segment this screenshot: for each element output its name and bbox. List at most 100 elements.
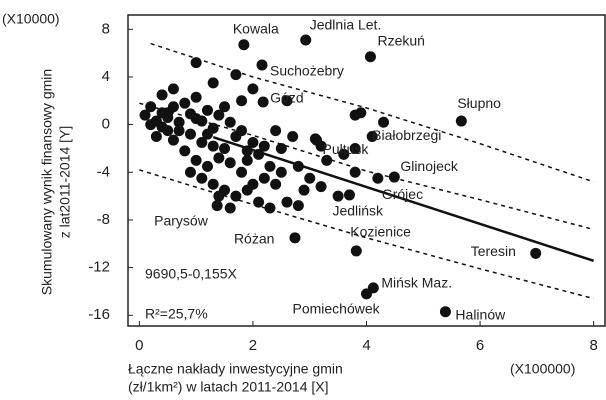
point	[298, 184, 310, 196]
labeled-point	[238, 39, 250, 51]
equation: 9690,5-0,155X	[145, 266, 238, 282]
point	[270, 125, 282, 137]
point-label: Suchożebry	[270, 63, 344, 79]
point	[150, 131, 162, 143]
point	[281, 95, 293, 107]
point	[253, 196, 265, 208]
regression-line	[212, 135, 595, 263]
point	[292, 200, 304, 212]
point-label: Słupno	[457, 95, 501, 111]
point-label: Gózd	[270, 90, 303, 106]
point	[190, 57, 202, 69]
x-unit: (X100000)	[510, 361, 575, 377]
point	[190, 91, 202, 103]
point	[156, 107, 168, 119]
point	[321, 154, 333, 166]
point	[247, 178, 259, 190]
labeled-point	[455, 115, 467, 127]
point	[196, 172, 208, 184]
point	[253, 148, 265, 160]
band-line	[150, 42, 594, 183]
point	[258, 140, 270, 152]
x-tick-label: 0	[135, 337, 143, 354]
point	[196, 115, 208, 127]
point	[202, 160, 213, 172]
point	[304, 172, 316, 184]
labeled-point	[256, 59, 268, 71]
point	[167, 101, 179, 113]
point	[179, 145, 191, 157]
r-squared: R²=25,7%	[145, 306, 208, 322]
point	[338, 148, 350, 160]
band-line	[139, 169, 594, 300]
point	[213, 152, 225, 164]
x-axis-label: (zł/1km²) w latach 2011-2014 [X]	[128, 379, 329, 395]
labeled-point	[439, 306, 451, 318]
point	[264, 202, 276, 214]
point	[145, 119, 157, 131]
labeled-point	[300, 34, 312, 46]
point	[241, 145, 253, 157]
point-label: Różan	[234, 231, 274, 247]
point-label: Glinojeck	[400, 158, 459, 174]
x-tick-label: 6	[476, 337, 484, 354]
x-axis-label: Łączne nakłady inwestycyjne gmin	[128, 361, 343, 377]
y-axis-label: z lat2011-2014 [Y]	[57, 126, 73, 239]
x-tick-label: 4	[362, 337, 370, 354]
point	[173, 116, 185, 128]
point-label: Jedlnia Let.	[310, 17, 382, 33]
point	[236, 166, 248, 178]
point	[167, 83, 179, 95]
point	[270, 178, 282, 190]
point	[292, 160, 304, 172]
y-tick-label: 8	[102, 20, 110, 37]
point	[247, 136, 259, 148]
x-tick-label: 2	[249, 337, 257, 354]
y-axis-label: Skumulowany wynik finansowy gmin	[39, 69, 55, 295]
point	[156, 89, 168, 101]
band-line	[139, 102, 594, 231]
labeled-point	[257, 96, 269, 108]
point	[184, 166, 196, 178]
point-label: Teresin	[471, 243, 516, 259]
point-label: Parysów	[154, 212, 209, 228]
labeled-point	[343, 189, 355, 201]
point	[247, 83, 259, 95]
y-tick-label: 0	[102, 116, 110, 133]
labeled-point	[349, 109, 361, 121]
point	[184, 108, 196, 120]
labeled-point	[289, 232, 301, 244]
y-tick-label: -12	[88, 259, 110, 276]
point	[315, 181, 327, 193]
y-tick-label: -8	[97, 211, 110, 228]
y-tick-label: 4	[102, 68, 110, 85]
x-tick-label: 8	[589, 337, 597, 354]
point-label: Halinów	[455, 306, 506, 322]
point	[184, 128, 196, 140]
point	[202, 104, 213, 116]
point	[230, 190, 242, 202]
point	[366, 131, 378, 143]
point	[224, 116, 236, 128]
point	[179, 97, 191, 109]
labeled-point	[311, 134, 323, 146]
point	[224, 157, 236, 169]
labeled-point	[350, 245, 362, 257]
labeled-point	[530, 247, 542, 259]
point-label: Pomiechówek	[293, 301, 381, 317]
point	[207, 77, 219, 89]
point	[139, 109, 151, 121]
point	[173, 125, 185, 137]
point	[236, 95, 248, 107]
point	[258, 172, 270, 184]
y-unit: (X10000)	[2, 11, 60, 27]
point	[287, 131, 299, 143]
point	[156, 121, 168, 133]
point-label: Kowala	[233, 20, 279, 36]
labeled-point	[361, 288, 372, 300]
point	[207, 140, 219, 152]
point-label: Mińsk Maz.	[381, 275, 452, 291]
point	[264, 160, 276, 172]
point	[275, 142, 287, 154]
